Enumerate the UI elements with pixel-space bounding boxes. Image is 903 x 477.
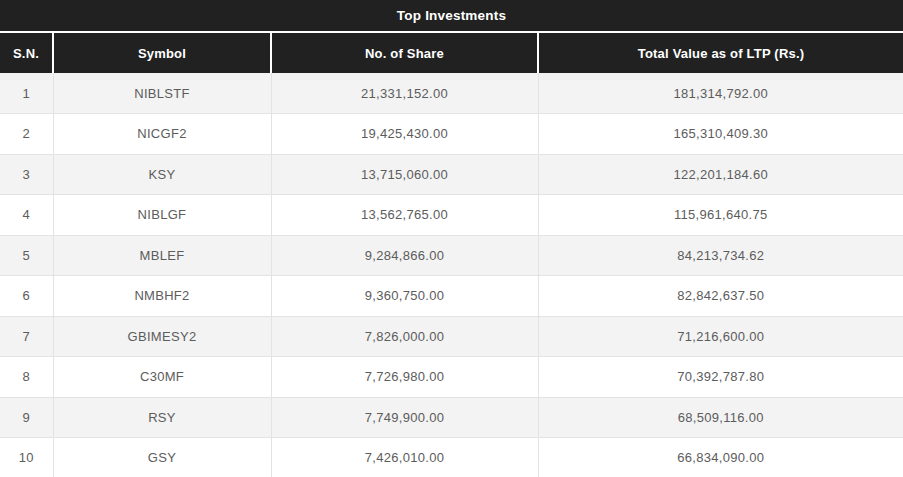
col-header-shares: No. of Share bbox=[271, 33, 538, 73]
col-header-total-value: Total Value as of LTP (Rs.) bbox=[538, 33, 903, 73]
table-header: S.N. Symbol No. of Share Total Value as … bbox=[0, 33, 903, 73]
cell-sn: 4 bbox=[0, 195, 53, 236]
cell-total-value: 122,201,184.60 bbox=[538, 154, 903, 195]
cell-symbol: RSY bbox=[53, 397, 271, 438]
cell-shares: 7,749,900.00 bbox=[271, 397, 538, 438]
cell-sn: 3 bbox=[0, 154, 53, 195]
cell-sn: 10 bbox=[0, 438, 53, 477]
cell-symbol: GSY bbox=[53, 438, 271, 477]
table-row: 9 RSY 7,749,900.00 68,509,116.00 bbox=[0, 397, 903, 438]
cell-total-value: 165,310,409.30 bbox=[538, 114, 903, 155]
cell-symbol: C30MF bbox=[53, 357, 271, 398]
table-header-row: S.N. Symbol No. of Share Total Value as … bbox=[0, 33, 903, 73]
cell-shares: 19,425,430.00 bbox=[271, 114, 538, 155]
cell-shares: 9,360,750.00 bbox=[271, 276, 538, 317]
cell-symbol: NIBLGF bbox=[53, 195, 271, 236]
col-header-sn: S.N. bbox=[0, 33, 53, 73]
cell-symbol: GBIMESY2 bbox=[53, 316, 271, 357]
table-row: 4 NIBLGF 13,562,765.00 115,961,640.75 bbox=[0, 195, 903, 236]
cell-shares: 13,562,765.00 bbox=[271, 195, 538, 236]
cell-shares: 7,426,010.00 bbox=[271, 438, 538, 477]
cell-shares: 13,715,060.00 bbox=[271, 154, 538, 195]
cell-total-value: 71,216,600.00 bbox=[538, 316, 903, 357]
cell-total-value: 70,392,787.80 bbox=[538, 357, 903, 398]
table-row: 1 NIBLSTF 21,331,152.00 181,314,792.00 bbox=[0, 73, 903, 114]
cell-symbol: MBLEF bbox=[53, 235, 271, 276]
col-header-symbol: Symbol bbox=[53, 33, 271, 73]
cell-shares: 9,284,866.00 bbox=[271, 235, 538, 276]
widget-title-bar: Top Investments bbox=[0, 0, 903, 33]
cell-sn: 1 bbox=[0, 73, 53, 114]
table-row: 2 NICGF2 19,425,430.00 165,310,409.30 bbox=[0, 114, 903, 155]
cell-shares: 7,726,980.00 bbox=[271, 357, 538, 398]
cell-sn: 5 bbox=[0, 235, 53, 276]
cell-total-value: 68,509,116.00 bbox=[538, 397, 903, 438]
widget-title: Top Investments bbox=[397, 8, 506, 23]
cell-total-value: 66,834,090.00 bbox=[538, 438, 903, 477]
cell-sn: 6 bbox=[0, 276, 53, 317]
cell-sn: 7 bbox=[0, 316, 53, 357]
cell-sn: 2 bbox=[0, 114, 53, 155]
cell-symbol: NMBHF2 bbox=[53, 276, 271, 317]
cell-symbol: KSY bbox=[53, 154, 271, 195]
cell-shares: 7,826,000.00 bbox=[271, 316, 538, 357]
table-row: 5 MBLEF 9,284,866.00 84,213,734.62 bbox=[0, 235, 903, 276]
cell-sn: 8 bbox=[0, 357, 53, 398]
cell-total-value: 115,961,640.75 bbox=[538, 195, 903, 236]
cell-symbol: NICGF2 bbox=[53, 114, 271, 155]
investments-table: S.N. Symbol No. of Share Total Value as … bbox=[0, 33, 903, 477]
cell-shares: 21,331,152.00 bbox=[271, 73, 538, 114]
table-row: 3 KSY 13,715,060.00 122,201,184.60 bbox=[0, 154, 903, 195]
table-row: 7 GBIMESY2 7,826,000.00 71,216,600.00 bbox=[0, 316, 903, 357]
table-row: 6 NMBHF2 9,360,750.00 82,842,637.50 bbox=[0, 276, 903, 317]
cell-total-value: 84,213,734.62 bbox=[538, 235, 903, 276]
cell-total-value: 82,842,637.50 bbox=[538, 276, 903, 317]
table-row: 8 C30MF 7,726,980.00 70,392,787.80 bbox=[0, 357, 903, 398]
table-row: 10 GSY 7,426,010.00 66,834,090.00 bbox=[0, 438, 903, 477]
cell-total-value: 181,314,792.00 bbox=[538, 73, 903, 114]
cell-sn: 9 bbox=[0, 397, 53, 438]
table-body: 1 NIBLSTF 21,331,152.00 181,314,792.00 2… bbox=[0, 73, 903, 477]
top-investments-widget: Top Investments S.N. Symbol No. of Share… bbox=[0, 0, 903, 477]
cell-symbol: NIBLSTF bbox=[53, 73, 271, 114]
